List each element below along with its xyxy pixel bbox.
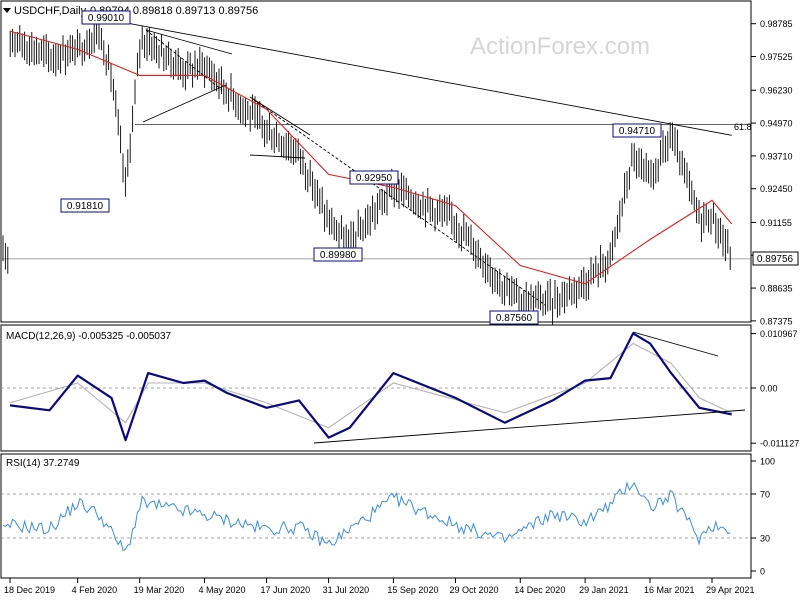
triangle-upper-line	[145, 29, 233, 55]
rsi-grid	[1, 493, 751, 539]
macd-y-label: 0.00	[760, 384, 778, 394]
price-annotations: 0.99010 0.91810 0.92950 0.89980 0.87560 0.947…	[60, 10, 662, 325]
price-y-label: 0.93710	[760, 151, 793, 161]
price-y-axis: 0.98785 0.97525 0.96230 0.94970 0.93710 0.924…	[751, 19, 793, 326]
rsi-y-axis: 100 70 30 0	[751, 457, 775, 577]
price-annotation-label: 0.89980	[320, 250, 357, 261]
x-tick-label: 18 Dec 2019	[4, 585, 55, 595]
x-tick-label: 29 Jan 2021	[579, 585, 629, 595]
price-y-label: 0.96230	[760, 86, 793, 96]
price-y-label: 0.97525	[760, 52, 793, 62]
trendlines	[98, 17, 732, 306]
rsi-y-label: 30	[760, 534, 770, 544]
x-tick-label: 16 Mar 2021	[644, 585, 695, 595]
current-price-label: 0.89756	[757, 254, 794, 265]
price-annotation-label: 0.87560	[496, 313, 533, 324]
price-panel-frame	[0, 0, 752, 323]
x-tick-label: 4 May 2020	[199, 585, 246, 595]
moving-average-line	[9, 30, 733, 285]
macd-line	[9, 332, 732, 442]
rsi-panel-frame	[0, 453, 752, 579]
x-tick-label: 19 Mar 2020	[134, 585, 185, 595]
macd-resistance-trendline	[632, 331, 719, 357]
price-annotation-box	[612, 123, 662, 138]
x-tick-label: 29 Apr 2021	[706, 585, 755, 595]
price-annotation-label: 0.91810	[67, 201, 104, 212]
x-tick-label: 4 Feb 2020	[72, 585, 118, 595]
rsi-line	[2, 481, 731, 552]
price-annotation-box	[313, 247, 363, 262]
macd-y-label: -0.011127	[760, 439, 799, 449]
x-axis: 18 Dec 2019 4 Feb 2020 19 Mar 2020 4 May 20…	[4, 578, 755, 595]
watermark: ActionForex.com	[470, 33, 650, 60]
macd-signal-line	[9, 342, 732, 429]
price-annotation-box	[81, 10, 131, 25]
price-y-label: 0.88635	[760, 284, 793, 294]
x-tick-label: 17 Jun 2020	[261, 585, 311, 595]
price-y-label: 0.94970	[760, 119, 793, 129]
x-tick-label: 29 Oct 2020	[449, 585, 498, 595]
price-annotation-label: 0.94710	[619, 126, 656, 137]
price-y-label: 0.91155	[760, 218, 792, 228]
chart-ohlc: 0.89794 0.89818 0.89713 0.89756	[90, 5, 258, 17]
price-y-label: 0.87375	[760, 316, 793, 326]
macd-y-axis: 0.010967 0.00 -0.011127	[751, 329, 799, 449]
moving-average	[9, 30, 733, 285]
rsi-lines	[2, 481, 731, 552]
x-tick-label: 14 Dec 2020	[514, 585, 565, 595]
price-ohlc-bars	[2, 17, 731, 325]
chart-symbol: USDCHF,Daily	[14, 5, 87, 17]
price-annotation-label: 0.99010	[88, 13, 125, 24]
price-annotation-label: 0.92950	[356, 173, 393, 184]
price-annotation-box	[349, 170, 399, 185]
rsi-y-label: 70	[760, 490, 770, 500]
fib-label: 61.8	[734, 122, 752, 132]
current-price-box	[752, 251, 799, 266]
triangle-lower-line	[142, 84, 227, 123]
rsi-y-label: 100	[760, 457, 775, 467]
price-annotation-box	[489, 310, 539, 325]
macd-y-label: 0.010967	[760, 329, 798, 339]
price-y-label: 0.98785	[760, 19, 793, 29]
header-dropdown-icon[interactable]	[3, 8, 11, 13]
price-y-label: 0.92450	[760, 184, 793, 194]
x-tick-label: 31 Jul 2020	[323, 585, 370, 595]
falling-dashed-line	[253, 99, 546, 306]
rsi-title: RSI(14) 37.2749	[6, 458, 80, 469]
rsi-y-label: 0	[760, 567, 765, 577]
price-annotation-box	[60, 198, 110, 213]
macd-title: MACD(12,26,9) -0.005325 -0.005037	[6, 331, 172, 342]
long-term-falling-trendline	[98, 17, 732, 136]
x-tick-label: 15 Sep 2020	[387, 585, 438, 595]
macd-support-trendline	[313, 409, 746, 444]
macd-lines	[9, 331, 746, 444]
